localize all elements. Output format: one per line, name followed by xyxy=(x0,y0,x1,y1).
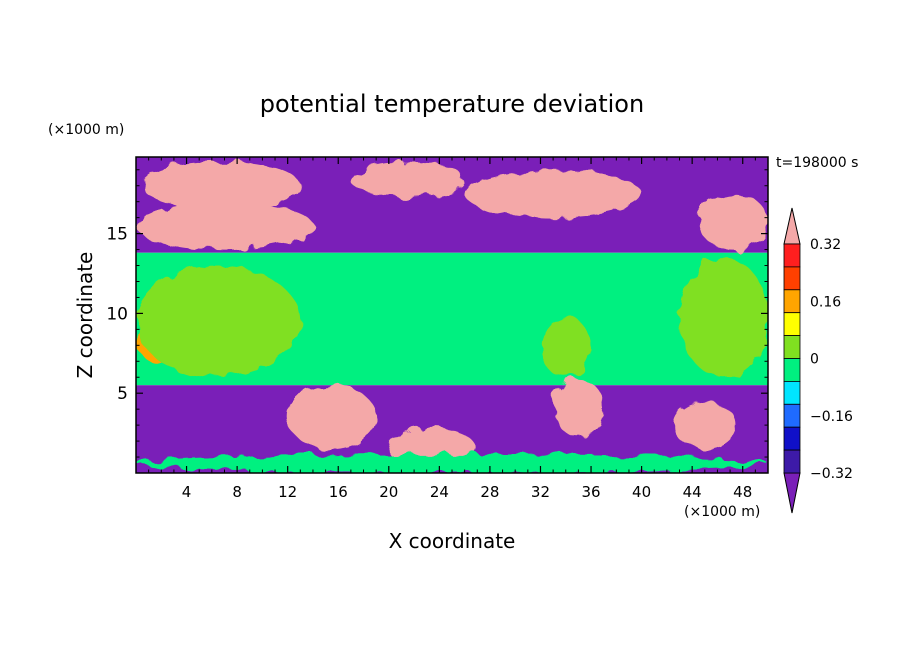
x-unit-label: (×1000 m) xyxy=(684,504,760,520)
contour-feature-4 xyxy=(698,193,768,250)
x-tick-label: 8 xyxy=(232,483,242,501)
colorbar-top-arrow xyxy=(783,207,801,245)
x-axis: 4 8 12 16 20 24 28 32 36 40 44 48 xyxy=(148,157,756,501)
chart-title: potential temperature deviation xyxy=(260,90,644,118)
colorbar-label: −0.16 xyxy=(810,409,853,425)
contour-feature-10 xyxy=(553,378,604,437)
contour-feature-11 xyxy=(673,401,737,450)
colorbar-swatch xyxy=(783,380,801,405)
x-tick-label: 12 xyxy=(278,483,297,501)
colorbar: 0.32 0.16 0 −0.16 −0.32 xyxy=(783,207,853,514)
y-unit-label: (×1000 m) xyxy=(48,122,124,138)
colorbar-swatch xyxy=(783,358,801,382)
x-tick-label: 20 xyxy=(379,483,398,501)
contour-feature-8 xyxy=(679,257,768,378)
colorbar-swatch xyxy=(783,312,801,337)
x-tick-label: 16 xyxy=(329,483,348,501)
colorbar-swatch xyxy=(783,426,801,451)
y-tick-label: 5 xyxy=(117,384,128,404)
colorbar-swatch xyxy=(783,335,801,359)
colorbar-label: 0 xyxy=(810,352,819,368)
x-tick-label: 28 xyxy=(480,483,499,501)
colorbar-swatch xyxy=(783,243,801,268)
x-axis-label: X coordinate xyxy=(389,529,516,553)
colorbar-label: −0.32 xyxy=(810,466,853,482)
colorbar-bottom-arrow xyxy=(783,472,801,514)
y-tick-label: 10 xyxy=(106,304,128,324)
y-axis-label: Z coordinate xyxy=(73,252,97,379)
x-tick-label: 40 xyxy=(632,483,651,501)
y-tick-label: 15 xyxy=(106,225,128,245)
colorbar-swatch xyxy=(783,449,801,474)
time-label: t=198000 s xyxy=(776,155,858,171)
contour-feature-1 xyxy=(136,201,313,250)
x-tick-label: 4 xyxy=(182,483,192,501)
x-tick-label: 44 xyxy=(683,483,702,501)
contour-feature-7 xyxy=(540,316,592,378)
contour-feature-0 xyxy=(142,161,301,210)
x-tick-label: 24 xyxy=(430,483,449,501)
colorbar-label: 0.32 xyxy=(810,237,841,253)
colorbar-swatch xyxy=(783,289,801,314)
colorbar-swatch xyxy=(783,403,801,428)
contour-feature-13 xyxy=(136,453,768,473)
x-tick-label: 36 xyxy=(581,483,600,501)
contour-feature-2 xyxy=(350,161,465,199)
contour-feature-9 xyxy=(287,385,377,450)
x-tick-label: 32 xyxy=(531,483,550,501)
x-tick-label: 48 xyxy=(733,483,752,501)
colorbar-swatch xyxy=(783,266,801,291)
contour-feature-6 xyxy=(136,265,301,378)
y-axis: 5 10 15 xyxy=(106,169,768,458)
contour-features xyxy=(136,161,768,473)
colorbar-label: 0.16 xyxy=(810,294,841,310)
plot-area xyxy=(136,157,768,473)
contour-feature-3 xyxy=(464,169,642,218)
